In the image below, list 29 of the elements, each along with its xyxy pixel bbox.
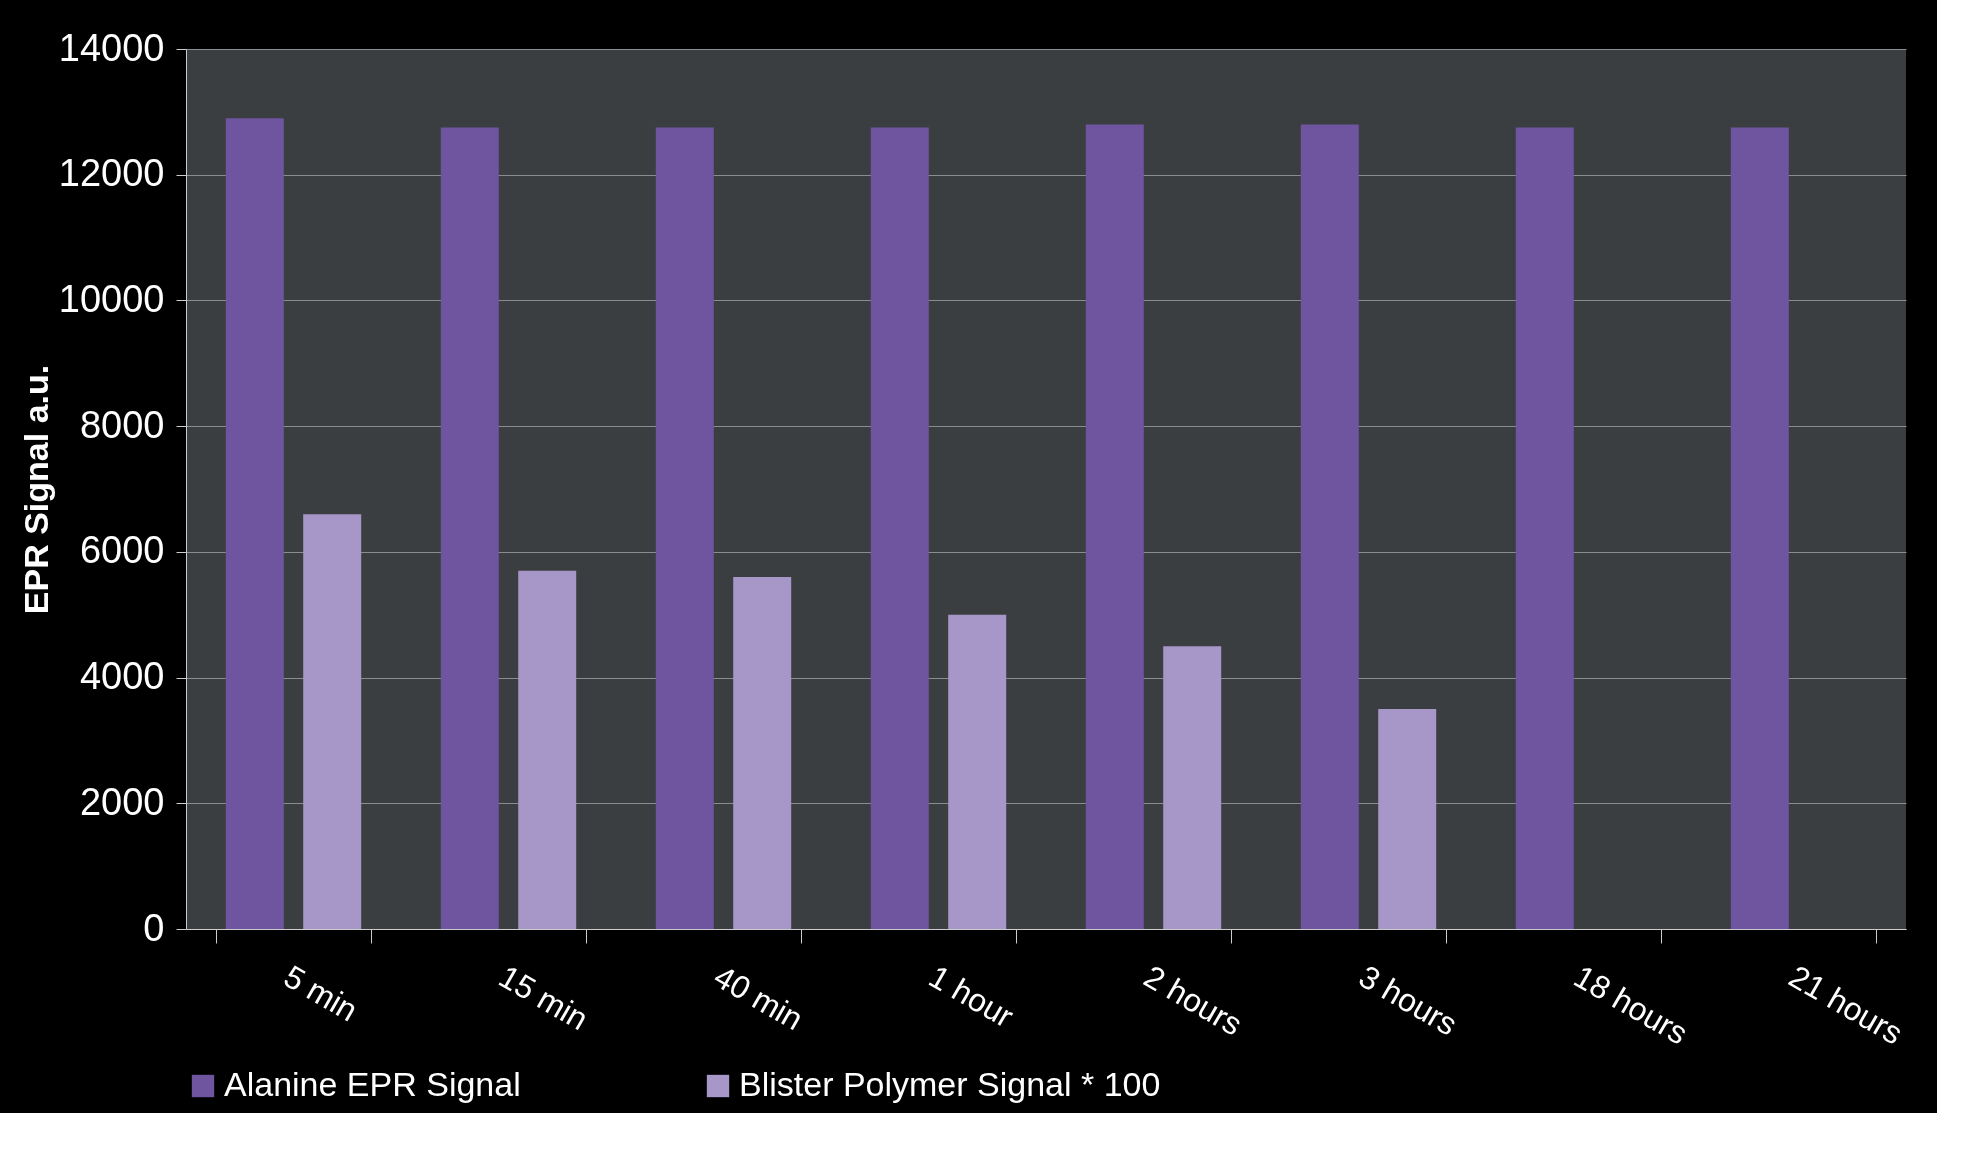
legend-label: Alanine EPR Signal	[224, 1065, 521, 1103]
y-tick-label: 12000	[58, 152, 165, 195]
bar	[870, 127, 929, 929]
y-tick-label: 0	[143, 906, 165, 949]
y-axis-title: EPR Signal a.u.	[16, 364, 55, 615]
bar	[1730, 127, 1789, 929]
y-tick-label: 10000	[58, 277, 165, 320]
y-tick-label: 8000	[79, 403, 165, 446]
x-tick-label: 15 min	[493, 958, 595, 1038]
bar	[655, 127, 714, 929]
legend-label: Blister Polymer Signal * 100	[739, 1065, 1161, 1103]
y-tick-label: 2000	[79, 780, 165, 823]
bar	[440, 127, 499, 929]
bar	[1085, 124, 1144, 929]
bar	[303, 514, 362, 929]
y-tick-label: 6000	[79, 529, 165, 572]
y-tick-label: 14000	[58, 26, 165, 69]
bar	[1163, 646, 1222, 929]
bar	[1515, 127, 1574, 929]
bar	[948, 614, 1007, 929]
bar	[1378, 709, 1437, 929]
y-tick-label: 4000	[79, 655, 165, 698]
bar	[225, 118, 284, 929]
bar	[1300, 124, 1359, 929]
bar	[733, 577, 792, 929]
x-tick-label: 5 min	[278, 958, 364, 1029]
x-tick-label: 1 hour	[923, 958, 1020, 1035]
bar	[518, 570, 577, 929]
x-tick-label: 40 min	[708, 958, 810, 1038]
